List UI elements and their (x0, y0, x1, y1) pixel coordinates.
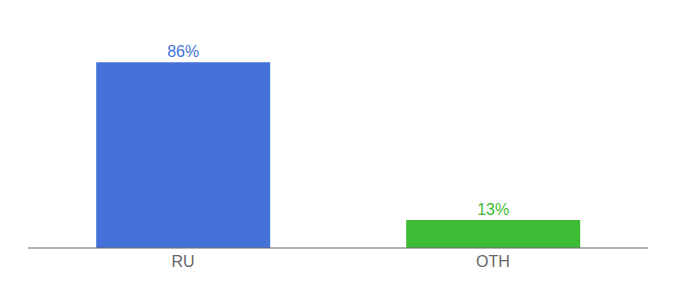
svg-text:RU: RU (171, 253, 194, 270)
svg-text:13%: 13% (477, 201, 509, 218)
svg-text:86%: 86% (167, 43, 199, 60)
svg-text:OTH: OTH (476, 253, 510, 270)
